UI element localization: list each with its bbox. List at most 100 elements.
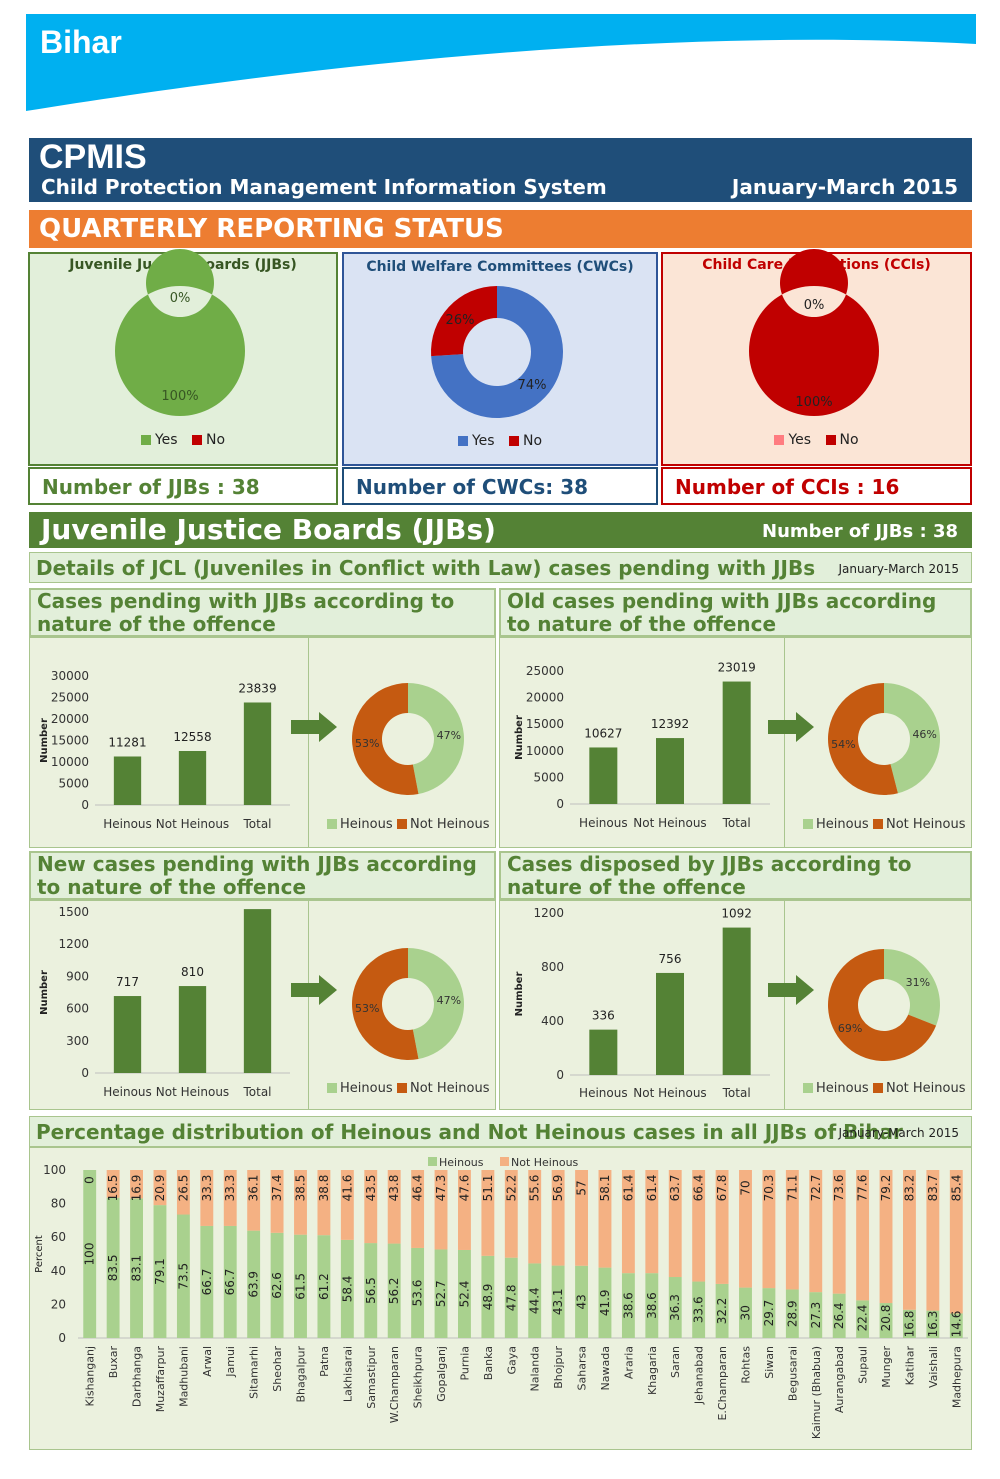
bar-heinous	[762, 1288, 776, 1338]
category-label: Nalanda	[529, 1346, 542, 1391]
bar-label-not-heinous: 38.8	[317, 1175, 331, 1202]
y-tick-label: 80	[51, 1197, 66, 1211]
bar-label-heinous: 56.5	[364, 1277, 378, 1304]
bar-label-not-heinous: 85.4	[949, 1175, 963, 1202]
category-label: Total	[242, 1085, 271, 1099]
bar-label-not-heinous: 16.9	[130, 1175, 144, 1202]
y-tick-label: 5000	[533, 770, 564, 784]
bar-label-heinous: 83.1	[130, 1255, 144, 1282]
legend-no: No	[839, 432, 859, 448]
bar-not-heinous	[294, 1170, 307, 1235]
bar-data-label: 756	[659, 952, 682, 966]
no-pct-label: 26%	[446, 313, 475, 328]
quad-header-3: New cases pending with JJBs according to…	[29, 851, 496, 900]
bar-label-heinous: 29.7	[762, 1300, 776, 1327]
panel-title: Child Welfare Committees (CWCs)	[366, 259, 634, 275]
quad-title: New cases pending with JJBs according to…	[37, 852, 477, 899]
period: January-March 2015	[731, 175, 958, 199]
category-label: Jehanabad	[693, 1346, 706, 1405]
bar-not-heinous	[762, 1170, 776, 1289]
bar-label-heinous: 73.5	[176, 1263, 190, 1290]
y-tick-label: 20000	[51, 712, 89, 726]
category-label: Heinous	[103, 1085, 152, 1099]
bar-label-not-heinous: 43.5	[364, 1175, 378, 1202]
category-label: W.Champaran	[388, 1346, 401, 1423]
bar-label-heinous: 53.6	[411, 1280, 425, 1307]
category-label: Bhojpur	[552, 1346, 565, 1389]
y-tick-label: 10000	[51, 755, 89, 769]
category-label: Gaya	[505, 1346, 518, 1375]
category-label: Rohtas	[740, 1346, 753, 1384]
bar-label-heinous: 28.9	[785, 1300, 799, 1327]
bar-label-heinous: 32.2	[715, 1298, 729, 1325]
bar-label-heinous: 44.4	[528, 1287, 542, 1314]
category-label: Kishanganj	[84, 1346, 97, 1406]
bar-heinous	[481, 1255, 495, 1338]
bar-heinous	[434, 1249, 448, 1338]
no-pct-label: 0%	[804, 298, 825, 313]
bar-not-heinous	[949, 1170, 963, 1314]
bar-not-heinous	[879, 1170, 893, 1304]
legend-swatch-not-heinous	[873, 819, 883, 829]
legend-heinous: Heinous	[439, 1156, 484, 1169]
bar-not-heinous	[598, 1170, 612, 1268]
bar-label-heinous: 26.4	[832, 1302, 846, 1329]
arrow-icon	[291, 975, 337, 1005]
category-label: Heinous	[579, 1086, 628, 1100]
bar-label-not-heinous: 0	[83, 1176, 97, 1184]
bar-not-heinous	[340, 1170, 354, 1240]
dist-period: January-March 2015	[838, 1126, 959, 1140]
category-label: Gopalganj	[435, 1346, 448, 1402]
y-tick-label: 15000	[526, 717, 564, 731]
legend-swatch-not-heinous	[397, 1083, 407, 1093]
bar-not-heinous	[223, 1170, 237, 1226]
legend: Yes No	[344, 433, 656, 449]
bar-label-not-heinous: 47.6	[457, 1175, 471, 1202]
bar-label-not-heinous: 43.8	[387, 1175, 401, 1202]
legend-yes: Yes	[154, 432, 178, 448]
bar-heinous	[949, 1313, 963, 1338]
bar-not-heinous	[832, 1170, 846, 1294]
section-title: QUARTERLY REPORTING STATUS	[29, 210, 972, 248]
bar-not-heinous	[106, 1170, 120, 1198]
bar-not-heinous	[130, 1170, 143, 1199]
bar-label-not-heinous: 83.2	[902, 1175, 916, 1202]
pie-label-heinous: 47%	[437, 994, 461, 1007]
bar-label-not-heinous: 70	[739, 1180, 753, 1195]
bar-label-heinous: 62.6	[270, 1272, 284, 1299]
category-label: Banka	[482, 1346, 495, 1380]
bar-not-heinous	[668, 1170, 682, 1278]
category-label: Total	[242, 817, 271, 831]
bar	[589, 747, 618, 804]
category-label: Heinous	[579, 816, 628, 830]
bar-not-heinous	[785, 1170, 799, 1290]
legend-not-heinous: Not Heinous	[886, 817, 966, 832]
bar-label-heinous: 61.2	[317, 1273, 331, 1300]
bar-label-not-heinous: 33.3	[200, 1175, 214, 1202]
jjb-section-header: Juvenile Justice Boards (JJBs) Number of…	[29, 512, 972, 548]
category-label: Total	[722, 1086, 751, 1100]
pie-chart: 31% 69%	[828, 949, 940, 1062]
status-donut-jjb: 0% 100%	[114, 249, 245, 416]
y-tick-label: 300	[66, 1034, 89, 1048]
category-label: Purnia	[458, 1346, 471, 1381]
bar	[656, 972, 684, 1075]
status-panel-cwc: Child Welfare Committees (CWCs) 26% 74% Y…	[342, 252, 658, 466]
arrow-icon	[768, 712, 814, 742]
bar-heinous	[621, 1273, 635, 1338]
bar-not-heinous	[270, 1170, 284, 1233]
cpmis-subtitle: Child Protection Management Information …	[41, 175, 607, 199]
y-axis-label: Number	[514, 972, 525, 1017]
bar-label-not-heinous: 26.5	[176, 1175, 190, 1202]
pie-label-heinous: 31%	[906, 976, 930, 989]
donut-slice-heinous	[884, 949, 940, 1026]
legend-swatch-not-heinous	[397, 819, 407, 829]
y-tick-label: 400	[541, 1014, 564, 1028]
details-header: Details of JCL (Juveniles in Conflict wi…	[29, 552, 972, 583]
arrow-icon	[291, 712, 337, 742]
legend-swatch-heinous	[803, 819, 813, 829]
bar-data-label: 10627	[584, 726, 622, 740]
bar-heinous	[340, 1239, 354, 1338]
bar-not-heinous	[645, 1170, 659, 1274]
